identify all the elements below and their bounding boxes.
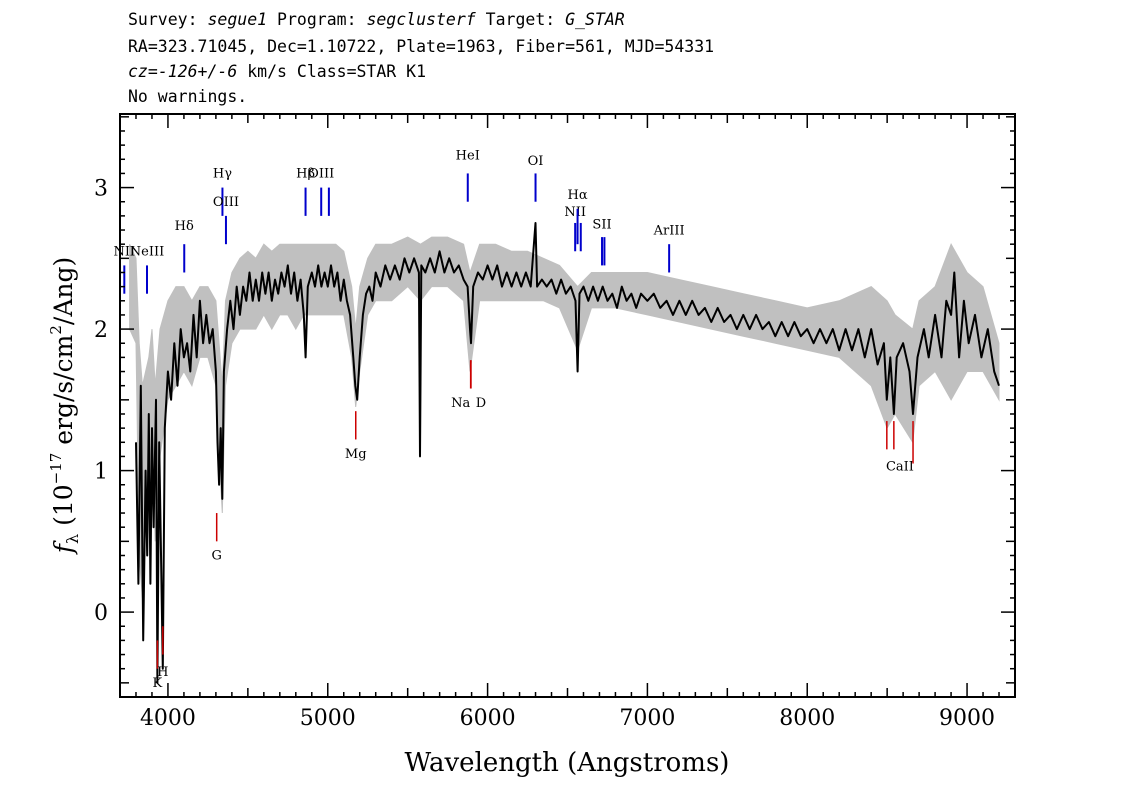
x-tick-label: 4000 [140,706,196,731]
y-tick-label: 2 [94,318,108,343]
emission-line-label: OI [528,154,544,169]
program-label: Program: [267,10,367,29]
y-label-exp2: 2 [47,325,65,335]
survey-value: segue1 [207,10,268,29]
absorption-line-label: H [157,665,168,680]
emission-line-label: HeI [456,148,480,163]
survey-label: Survey: [128,10,208,29]
y-label-exp1: −17 [47,453,65,485]
x-tick-label: 9000 [939,706,995,731]
y-axis-label: fλ (10−17 erg/s/cm2/Ang) [47,257,82,556]
x-tick-label: 7000 [619,706,675,731]
absorption-line-label: CaII [886,460,914,475]
x-tick-label: 8000 [779,706,835,731]
emission-line-label: ArIII [653,223,685,238]
cz-label: cz= [128,62,158,81]
y-label-sub: λ [63,534,82,544]
target-label: Target: [475,10,566,29]
absorption-line-label: G [211,549,221,564]
absorption-line-label: Mg [345,447,367,462]
header-line-1: Survey: segue1 Program: segclusterf Targ… [128,10,625,30]
emission-line-label: Hα [568,188,588,203]
cz-rest: km/s Class=STAR K1 [237,62,427,81]
y-label-post: /Ang) [49,257,78,325]
target-value: G_STAR [565,10,625,29]
error-envelope-area [129,236,1000,598]
x-tick-label: 6000 [460,706,516,731]
flux-series-line [135,222,1000,684]
emission-line-label: Hγ [213,167,232,182]
emission-line-label: NII [113,245,135,260]
y-tick-label: 3 [94,177,108,202]
header-line-2: RA=323.71045, Dec=1.10722, Plate=1963, F… [128,37,715,56]
x-tick-label: 5000 [300,706,356,731]
program-value: segclusterf [366,10,476,29]
emission-line-label: OIII [213,195,239,210]
y-label-pre: (10 [49,484,78,534]
emission-line-label: Hβ [296,167,315,182]
emission-line-label: SII [592,218,611,233]
absorption-line-label: D [476,396,486,411]
absorption-line-label: Na [451,396,470,411]
emission-line-label: NeIII [130,245,164,260]
cz-value: -126+/-6 [157,62,238,81]
y-tick-label: 0 [94,601,108,626]
absorption-line-label: K [153,676,163,691]
y-tick-label: 1 [94,460,108,485]
header-line-4: No warnings. [128,87,248,106]
header-line-3: cz=-126+/-6 km/s Class=STAR K1 [128,62,426,82]
emission-line-label: Hδ [175,219,194,234]
y-label-f: f [49,540,78,555]
emission-line-label: NII [564,205,586,220]
emission-line-label: OIII [308,167,334,182]
x-axis-label: Wavelength (Angstroms) [405,748,730,778]
y-label-mid: erg/s/cm [49,334,78,452]
